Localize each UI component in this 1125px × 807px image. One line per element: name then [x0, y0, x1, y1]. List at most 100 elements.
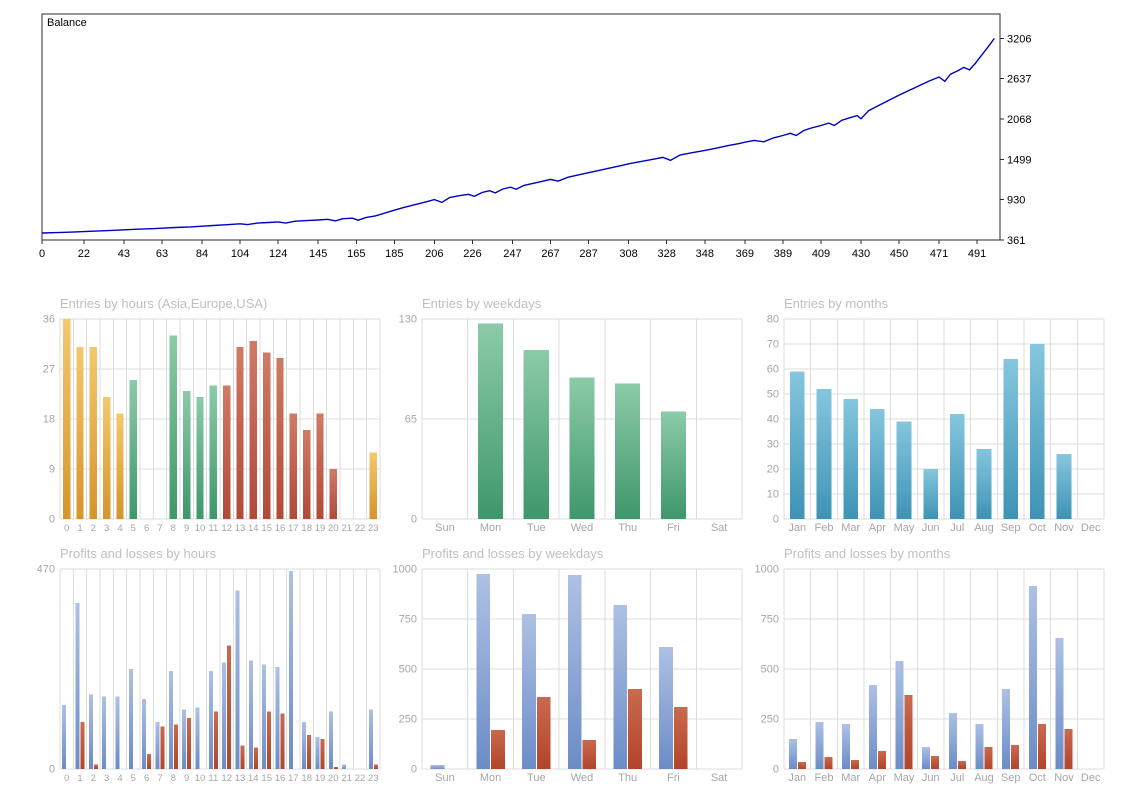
svg-text:2: 2: [91, 773, 96, 784]
svg-text:Fri: Fri: [667, 522, 680, 534]
svg-text:Feb: Feb: [815, 522, 834, 534]
svg-text:Dec: Dec: [1081, 772, 1101, 784]
chart-title: Entries by hours (Asia,Europe,USA): [60, 296, 268, 311]
svg-text:Thu: Thu: [618, 772, 637, 784]
svg-text:20: 20: [767, 464, 779, 476]
svg-text:0: 0: [39, 248, 45, 260]
profits-losses-by-weekdays-chart: Profits and losses by weekdays 0 250 500 75…: [392, 546, 748, 785]
svg-text:4: 4: [117, 523, 122, 534]
svg-text:Balance: Balance: [47, 17, 87, 29]
svg-text:2: 2: [91, 523, 96, 534]
svg-text:Jul: Jul: [950, 522, 964, 534]
svg-text:1000: 1000: [393, 564, 417, 576]
chart-title: Profits and losses by hours: [60, 546, 217, 561]
svg-text:80: 80: [767, 314, 779, 326]
svg-text:17: 17: [288, 523, 299, 534]
svg-text:267: 267: [541, 248, 559, 260]
svg-text:Sat: Sat: [711, 772, 728, 784]
svg-text:3: 3: [104, 773, 109, 784]
svg-text:Sep: Sep: [1001, 772, 1021, 784]
entries-by-months-plot: 0 10 20 30 40 50 60 70 80 Jan Feb Mar Apr May Jun Jul Au…: [767, 314, 1105, 534]
svg-text:6: 6: [144, 523, 149, 534]
chart-title: Entries by months: [784, 296, 889, 311]
svg-text:930: 930: [1007, 195, 1025, 207]
svg-text:3: 3: [104, 523, 109, 534]
svg-text:491: 491: [968, 248, 986, 260]
svg-text:Jun: Jun: [922, 772, 940, 784]
svg-text:9: 9: [49, 464, 55, 476]
svg-text:16: 16: [275, 523, 286, 534]
svg-text:750: 750: [399, 614, 417, 626]
svg-text:Mar: Mar: [841, 772, 860, 784]
svg-text:30: 30: [767, 439, 779, 451]
svg-text:250: 250: [399, 714, 417, 726]
svg-text:308: 308: [619, 248, 637, 260]
svg-text:2068: 2068: [1007, 114, 1031, 126]
svg-text:1: 1: [77, 523, 82, 534]
svg-text:Sat: Sat: [711, 522, 728, 534]
svg-text:9: 9: [184, 773, 189, 784]
svg-text:247: 247: [503, 248, 521, 260]
svg-text:May: May: [894, 522, 915, 534]
svg-text:Sun: Sun: [435, 772, 455, 784]
svg-text:12: 12: [221, 523, 232, 534]
entries-by-months-chart: Entries by months 0 10 20 30 40 50 60 70 80 Jan Fe…: [754, 296, 1110, 535]
svg-text:0: 0: [773, 764, 779, 776]
svg-text:Jan: Jan: [788, 522, 806, 534]
svg-text:Sep: Sep: [1001, 522, 1021, 534]
svg-text:Oct: Oct: [1029, 772, 1046, 784]
entries-by-weekdays-chart: Entries by weekdays 0 65 130 Sun Mon Tue Wed Th…: [392, 296, 748, 535]
svg-text:12: 12: [221, 773, 232, 784]
svg-text:Dec: Dec: [1081, 522, 1101, 534]
svg-text:430: 430: [852, 248, 870, 260]
svg-text:130: 130: [399, 314, 417, 326]
svg-text:14: 14: [248, 523, 259, 534]
svg-text:Mar: Mar: [841, 522, 860, 534]
svg-text:104: 104: [231, 248, 249, 260]
svg-text:Wed: Wed: [571, 522, 593, 534]
svg-text:750: 750: [761, 614, 779, 626]
svg-text:40: 40: [767, 414, 779, 426]
svg-text:11: 11: [208, 523, 218, 534]
svg-text:369: 369: [736, 248, 754, 260]
svg-text:287: 287: [579, 248, 597, 260]
svg-text:Oct: Oct: [1029, 522, 1046, 534]
svg-text:10: 10: [195, 773, 206, 784]
svg-text:18: 18: [301, 523, 312, 534]
svg-text:Sun: Sun: [435, 522, 455, 534]
svg-text:15: 15: [261, 523, 272, 534]
svg-text:20: 20: [328, 523, 339, 534]
svg-text:20: 20: [328, 773, 339, 784]
chart-title: Profits and losses by months: [784, 546, 951, 561]
svg-text:5: 5: [131, 773, 136, 784]
svg-text:226: 226: [463, 248, 481, 260]
svg-text:185: 185: [385, 248, 403, 260]
svg-text:Tue: Tue: [527, 772, 546, 784]
svg-text:18: 18: [43, 414, 55, 426]
svg-text:60: 60: [767, 364, 779, 376]
svg-text:1000: 1000: [755, 564, 779, 576]
svg-text:206: 206: [425, 248, 443, 260]
svg-text:65: 65: [405, 414, 417, 426]
svg-text:13: 13: [235, 773, 246, 784]
svg-text:2637: 2637: [1007, 74, 1031, 86]
svg-text:0: 0: [773, 514, 779, 526]
svg-text:0: 0: [64, 773, 69, 784]
entries-by-weekdays-plot: 0 65 130 Sun Mon Tue Wed Thu Fri Sat: [399, 314, 743, 534]
svg-text:Mon: Mon: [480, 522, 501, 534]
svg-text:70: 70: [767, 339, 779, 351]
svg-text:8: 8: [171, 523, 176, 534]
svg-text:50: 50: [767, 389, 779, 401]
svg-text:0: 0: [411, 514, 417, 526]
svg-text:450: 450: [890, 248, 908, 260]
svg-text:8: 8: [171, 773, 176, 784]
svg-text:13: 13: [235, 523, 246, 534]
svg-text:Thu: Thu: [618, 522, 637, 534]
svg-text:15: 15: [261, 773, 272, 784]
svg-text:Jul: Jul: [950, 772, 964, 784]
svg-text:500: 500: [399, 664, 417, 676]
svg-text:145: 145: [309, 248, 327, 260]
